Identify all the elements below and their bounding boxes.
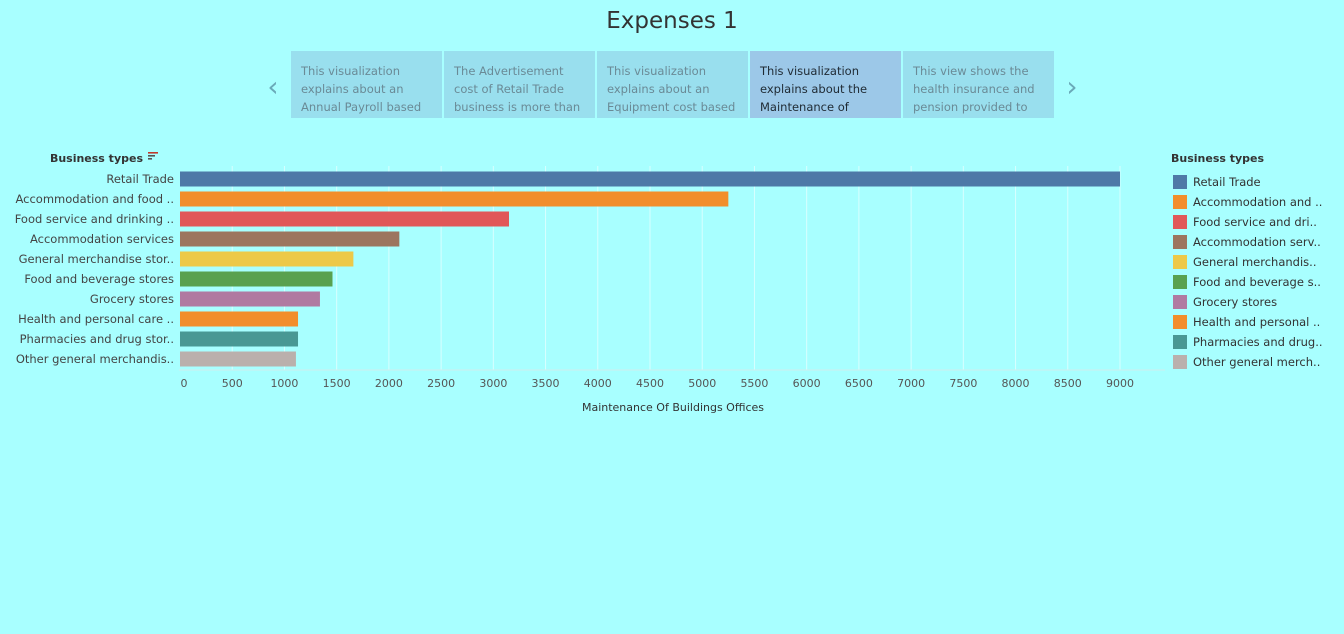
legend-swatch [1173, 355, 1187, 369]
legend-item[interactable]: Food service and dri.. [1171, 212, 1341, 232]
bar-chart: Business types Retail Trade Accommodation … [15, 152, 1165, 414]
bar-4 [180, 231, 400, 247]
bar-1 [180, 171, 1120, 187]
x-tick-label: 1500 [323, 377, 351, 390]
legend-label: Health and personal .. [1193, 315, 1321, 329]
story-point-2[interactable]: The Advertisement cost of Retail Trade b… [444, 51, 595, 118]
bar-2 [180, 191, 729, 207]
legend-label: General merchandis.. [1193, 255, 1317, 269]
story-point-4[interactable]: This visualization explains about the Ma… [750, 51, 901, 118]
legend-item[interactable]: Health and personal .. [1171, 312, 1341, 332]
story-point-3[interactable]: This visualization explains about an Equ… [597, 51, 748, 118]
legend-swatch [1173, 255, 1187, 269]
category-label: Retail Trade [106, 172, 174, 186]
x-tick-label: 4500 [636, 377, 664, 390]
category-label: Health and personal care .. [18, 312, 174, 326]
x-tick-label: 1000 [270, 377, 298, 390]
next-story-arrow-icon[interactable]: › [1066, 70, 1078, 103]
x-tick-label: 8500 [1054, 377, 1082, 390]
dashboard-title: Expenses 1 [606, 8, 738, 34]
x-tick-label: 2500 [427, 377, 455, 390]
x-tick-label: 5000 [688, 377, 716, 390]
bar-3 [180, 211, 509, 227]
previous-story-arrow-icon[interactable]: ‹ [267, 70, 279, 103]
legend-label: Accommodation and .. [1193, 195, 1323, 209]
legend-swatch [1173, 215, 1187, 229]
legend-label: Accommodation serv.. [1193, 235, 1321, 249]
sort-icon[interactable] [148, 152, 158, 160]
legend-swatch [1173, 295, 1187, 309]
legend-swatch [1173, 175, 1187, 189]
category-label: Other general merchandis.. [16, 352, 174, 366]
bar-10 [180, 351, 296, 367]
legend-title: Business types [1171, 152, 1265, 165]
legend-item[interactable]: General merchandis.. [1171, 252, 1341, 272]
legend-swatch [1173, 315, 1187, 329]
category-label: Pharmacies and drug stor.. [20, 332, 174, 346]
legend-item[interactable]: Retail Trade [1171, 172, 1341, 192]
category-label: Grocery stores [90, 292, 174, 306]
legend-swatch [1173, 235, 1187, 249]
story-navigator: This visualization explains about an Ann… [291, 51, 1054, 118]
bar-8 [180, 311, 299, 327]
x-axis-label: Maintenance Of Buildings Offices [582, 401, 764, 414]
legend-swatch [1173, 275, 1187, 289]
legend-swatch [1173, 335, 1187, 349]
x-tick-label: 0 [181, 377, 188, 390]
legend-item[interactable]: Accommodation serv.. [1171, 232, 1341, 252]
legend-label: Food service and dri.. [1193, 215, 1317, 229]
legend-item[interactable]: Pharmacies and drug.. [1171, 332, 1341, 352]
legend-swatch [1173, 195, 1187, 209]
x-tick-label: 7000 [897, 377, 925, 390]
story-point-5[interactable]: This view shows the health insurance and… [903, 51, 1054, 118]
legend-label: Retail Trade [1193, 175, 1261, 189]
x-tick-label: 6000 [793, 377, 821, 390]
bar-5 [180, 251, 354, 267]
category-label: General merchandise stor.. [19, 252, 174, 266]
legend-item[interactable]: Accommodation and .. [1171, 192, 1341, 212]
legend-item[interactable]: Food and beverage s.. [1171, 272, 1341, 292]
x-tick-label: 8000 [1002, 377, 1030, 390]
bar-7 [180, 291, 320, 307]
x-tick-label: 9000 [1106, 377, 1134, 390]
legend-label: Food and beverage s.. [1193, 275, 1321, 289]
x-tick-label: 3000 [479, 377, 507, 390]
legend-label: Pharmacies and drug.. [1193, 335, 1323, 349]
category-label: Accommodation services [30, 232, 174, 246]
x-tick-label: 500 [222, 377, 243, 390]
x-tick-label: 7500 [949, 377, 977, 390]
story-point-1[interactable]: This visualization explains about an Ann… [291, 51, 442, 118]
category-label: Food and beverage stores [24, 272, 174, 286]
category-label: Accommodation and food .. [16, 192, 175, 206]
legend-item[interactable]: Other general merch.. [1171, 352, 1341, 372]
x-tick-label: 6500 [845, 377, 873, 390]
legend-label: Other general merch.. [1193, 355, 1321, 369]
legend-label: Grocery stores [1193, 295, 1278, 309]
x-tick-label: 4000 [584, 377, 612, 390]
x-tick-label: 5500 [740, 377, 768, 390]
legend: Business types Retail Trade Accommodation… [1171, 152, 1341, 372]
x-tick-label: 2000 [375, 377, 403, 390]
bar-9 [180, 331, 299, 347]
y-axis-header: Business types [50, 152, 144, 165]
x-tick-label: 3500 [532, 377, 560, 390]
bar-6 [180, 271, 333, 287]
category-label: Food service and drinking .. [15, 212, 174, 226]
legend-item[interactable]: Grocery stores [1171, 292, 1341, 312]
